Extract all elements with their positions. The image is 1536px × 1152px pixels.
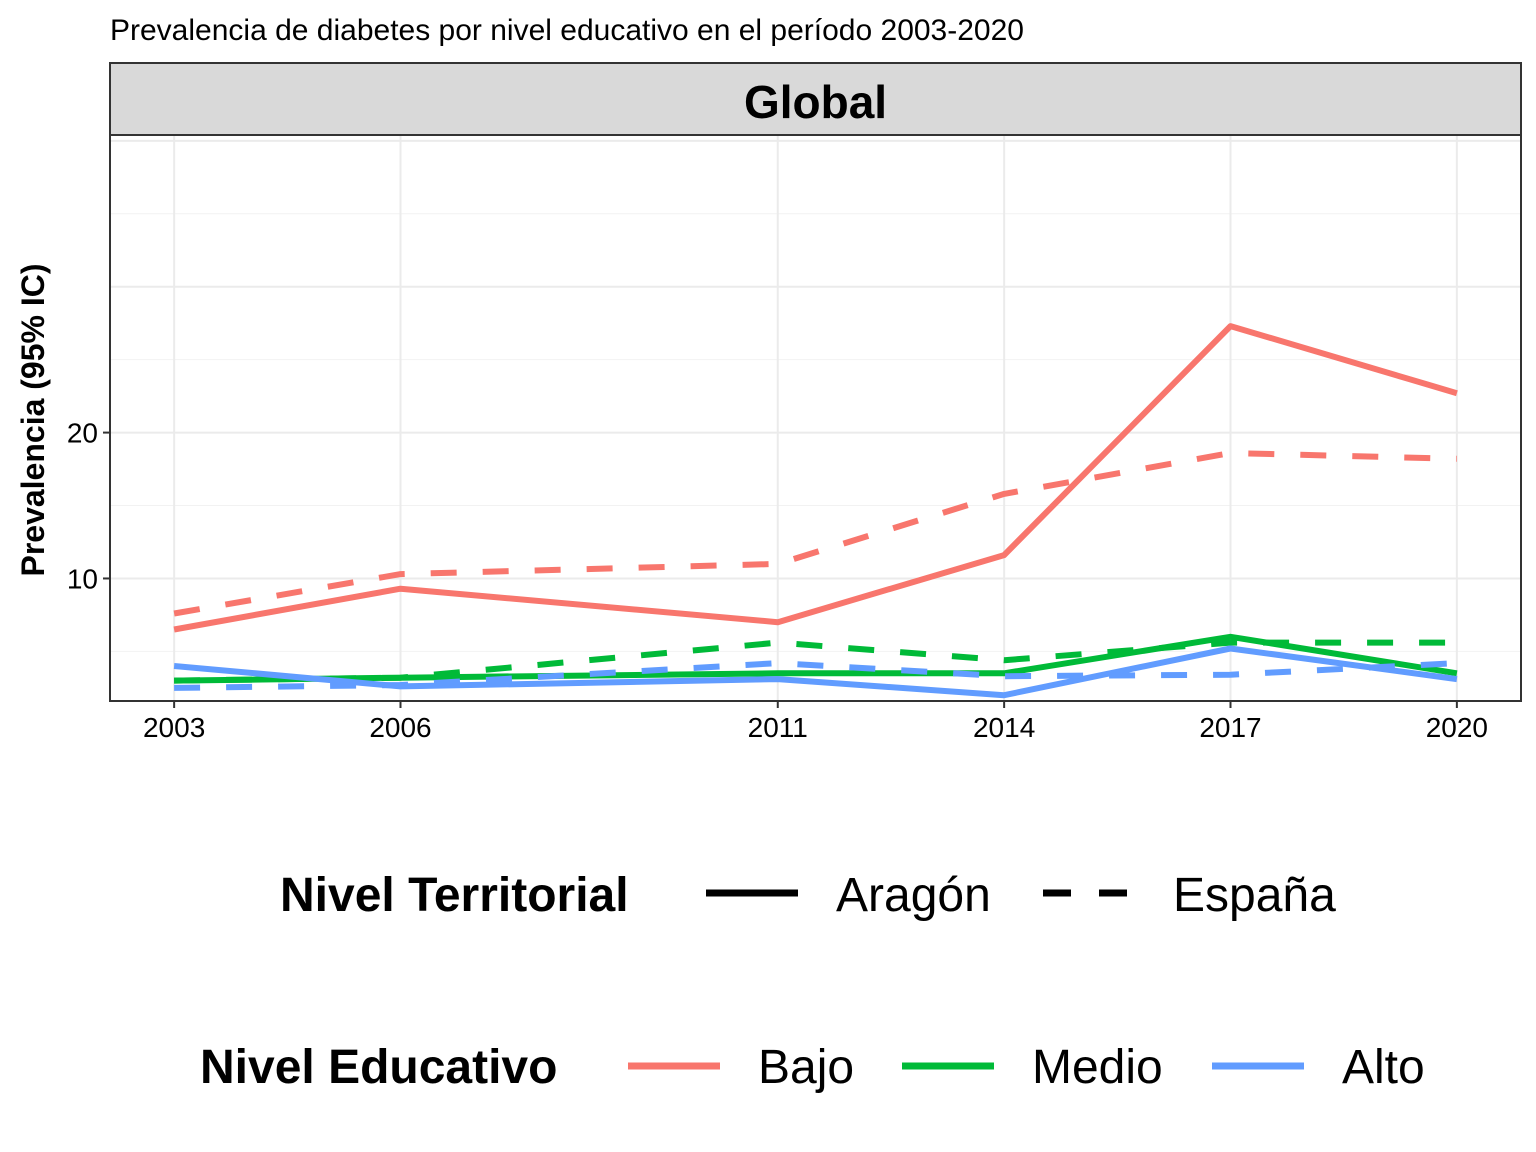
plot-panel [110, 135, 1521, 701]
legend-territorial: Nivel Territorial Aragón España [280, 869, 1336, 922]
facet-strip [109, 62, 1522, 136]
legend-educativo: Nivel Educativo Bajo Medio Alto [200, 1041, 1425, 1094]
y-tick-label: 10 [67, 563, 98, 594]
y-axis: 10 20 [67, 418, 110, 594]
series-line-medio-espana [174, 639, 1457, 684]
series-line-alto-aragon [173, 645, 1458, 699]
grid-minor [110, 213, 1521, 652]
legend-territorial-title: Nivel Territorial [280, 869, 629, 922]
x-tick-label: 2011 [748, 712, 808, 743]
x-tick-label: 2020 [1426, 712, 1488, 743]
x-tick-label: 2003 [143, 712, 205, 743]
plot-panel-border [109, 134, 1522, 702]
x-tick-label: 2006 [369, 712, 431, 743]
x-axis: 2003 2006 2011 2014 2017 2020 [143, 701, 1488, 743]
legend-label-alto: Alto [1342, 1041, 1425, 1094]
series-line-bajo-aragon [173, 323, 1458, 633]
series-line-alto-espana [174, 660, 1458, 691]
y-tick-label: 20 [67, 418, 98, 449]
facet-strip-label: Global [744, 76, 887, 128]
series-layer [173, 323, 1458, 699]
legend-label-medio: Medio [1032, 1041, 1163, 1094]
y-axis-label: Prevalencia (95% IC) [15, 263, 51, 576]
chart-title: Prevalencia de diabetes por nivel educat… [110, 14, 1024, 47]
series-line-bajo-espana [173, 450, 1457, 617]
legend-label-bajo: Bajo [758, 1041, 854, 1094]
legend-label-aragon: Aragón [836, 869, 991, 922]
legend-label-espana: España [1173, 869, 1336, 922]
grid-major [110, 135, 1521, 701]
legend-educativo-title: Nivel Educativo [200, 1041, 557, 1094]
x-tick-label: 2017 [1199, 712, 1261, 743]
x-tick-label: 2014 [973, 712, 1035, 743]
